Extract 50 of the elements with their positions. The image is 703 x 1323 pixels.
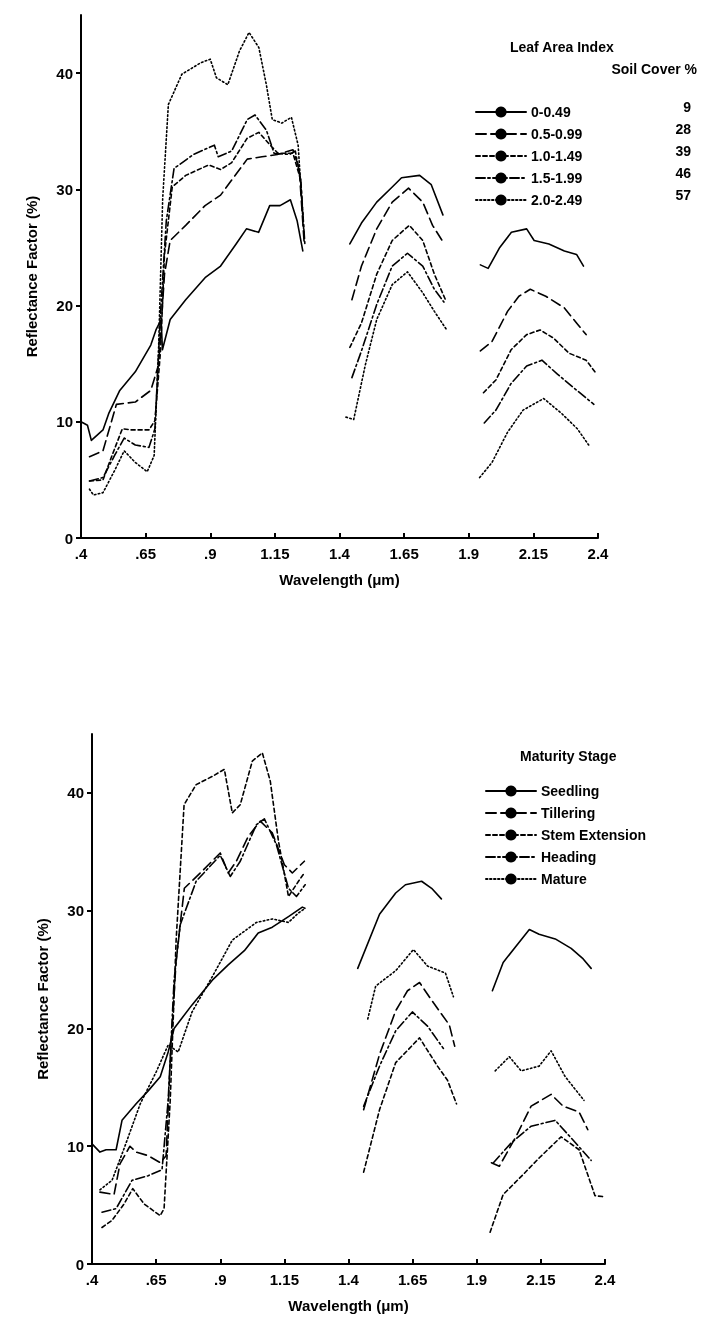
x-axis-title: Wavelength (μm) xyxy=(279,571,400,588)
legend-label: 0.5-0.99 xyxy=(531,126,583,142)
x-tick-label: .65 xyxy=(145,1271,167,1288)
x-tick-label: 1.4 xyxy=(329,545,351,562)
x-tick-label: 1.4 xyxy=(338,1271,360,1288)
legend-label: 2.0-2.49 xyxy=(531,192,583,208)
x-tick-label: 2.4 xyxy=(594,1271,617,1288)
legend-label: Stem Extension xyxy=(541,827,647,843)
x-tick-label: 2.15 xyxy=(518,545,548,562)
text: 46 xyxy=(675,165,692,181)
y-tick-label: 0 xyxy=(75,1255,84,1273)
legend-label: Seedling xyxy=(541,783,600,799)
x-tick-label: .9 xyxy=(203,545,217,562)
text: 57 xyxy=(675,187,692,203)
x-tick-label: .65 xyxy=(135,545,157,562)
x-tick-label: 2.15 xyxy=(526,1271,556,1288)
x-tick-label: 2.4 xyxy=(587,545,610,562)
legend-label: Tillering xyxy=(541,805,596,821)
y-tick-label: 30 xyxy=(67,902,84,920)
legend-title: Maturity Stage xyxy=(520,748,617,764)
x-tick-label: 1.15 xyxy=(260,545,290,562)
x-tick-label: 1.9 xyxy=(458,545,480,562)
y-tick-label: 10 xyxy=(56,413,73,431)
legend-label: 1.5-1.99 xyxy=(531,170,583,186)
x-tick-label: .4 xyxy=(85,1271,99,1288)
y-tick-label: 20 xyxy=(56,297,73,315)
y-tick-label: 40 xyxy=(56,64,73,82)
x-tick-label: 1.9 xyxy=(466,1271,488,1288)
legend-label: 1.0-1.49 xyxy=(531,148,583,164)
x-tick-label: 1.65 xyxy=(398,1271,428,1288)
y-tick-label: 10 xyxy=(67,1137,84,1155)
legend-label: Mature xyxy=(541,871,588,887)
y-axis-title: Reflectance Factor (%) xyxy=(34,918,51,1080)
x-tick-label: 1.15 xyxy=(269,1271,299,1288)
text: 28 xyxy=(675,121,692,137)
y-axis-title: Reflectance Factor (%) xyxy=(23,195,40,358)
y-tick-label: 20 xyxy=(67,1019,84,1037)
text: 39 xyxy=(675,143,692,159)
text: 9 xyxy=(683,99,692,115)
x-tick-label: .9 xyxy=(213,1271,227,1288)
x-tick-label: .4 xyxy=(74,545,88,562)
x-tick-label: 1.65 xyxy=(389,545,419,562)
y-tick-label: 40 xyxy=(67,784,84,802)
legend-label: 0-0.49 xyxy=(531,104,571,120)
legend-label: Heading xyxy=(541,849,597,865)
x-axis-title: Wavelength (μm) xyxy=(288,1297,409,1314)
y-tick-label: 30 xyxy=(56,180,73,198)
text: Soil Cover % xyxy=(611,61,698,77)
legend-title: Leaf Area Index xyxy=(510,39,614,55)
y-tick-label: 0 xyxy=(64,529,73,547)
